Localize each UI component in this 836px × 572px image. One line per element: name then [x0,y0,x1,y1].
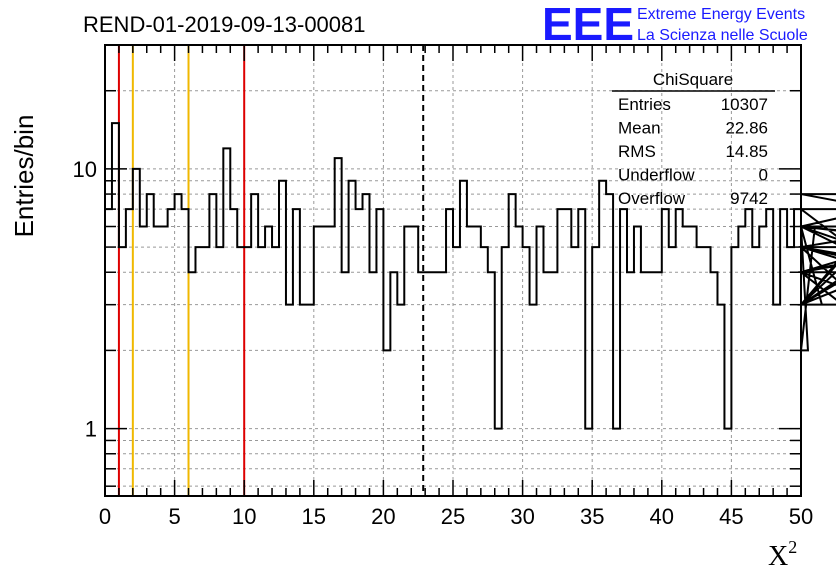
histogram-line [105,122,836,430]
stats-label: Mean [618,119,661,138]
x-axis-label-base: X [768,541,788,572]
stats-label: Entries [618,95,671,114]
stats-value: 9742 [730,189,768,208]
stats-value: 22.86 [725,119,768,138]
x-tick-label: 45 [719,504,743,529]
x-tick-label: 40 [650,504,674,529]
y-tick-labels: 1 10 [73,157,97,442]
chart-title: REND-01-2019-09-13-00081 [83,12,366,37]
x-tick-label: 0 [99,504,111,529]
stats-box: ChiSquare Entries 10307 Mean 22.86 RMS 14.85 U… [612,70,775,208]
x-tick-label: 30 [510,504,534,529]
x-axis-label-superscript: 2 [788,537,797,557]
stats-rows: Entries 10307 Mean 22.86 RMS 14.85 Underflow 0 O… [618,95,768,208]
y-tick-label: 10 [73,157,97,182]
y-tick-label: 1 [85,417,97,442]
logo-line-1: Extreme Energy Events [637,6,805,23]
x-tick-label: 5 [168,504,180,529]
x-axis-label: X2 [768,537,797,572]
stats-label: Overflow [618,189,686,208]
stats-value: 14.85 [725,142,768,161]
logo: EEE Extreme Energy Events La Scienza nel… [542,0,808,50]
logo-mark: EEE [542,0,634,50]
x-tick-label: 25 [441,504,465,529]
stats-title: ChiSquare [653,70,733,89]
stats-label: RMS [618,142,656,161]
logo-line-2: La Scienza nelle Scuole [637,27,808,44]
stats-value: 0 [759,166,768,185]
x-tick-label: 10 [232,504,256,529]
x-tick-label: 50 [789,504,813,529]
stats-label: Underflow [618,166,695,185]
x-tick-label: 35 [580,504,604,529]
axis-ticks [104,45,802,496]
x-tick-labels: 0 5 10 15 20 25 30 35 40 45 50 [99,504,813,529]
y-axis-label: Entries/bin [9,115,39,238]
stats-value: 10307 [721,95,768,114]
x-tick-label: 20 [371,504,395,529]
x-tick-label: 15 [302,504,326,529]
grid [105,45,801,496]
plot-frame [104,44,802,497]
